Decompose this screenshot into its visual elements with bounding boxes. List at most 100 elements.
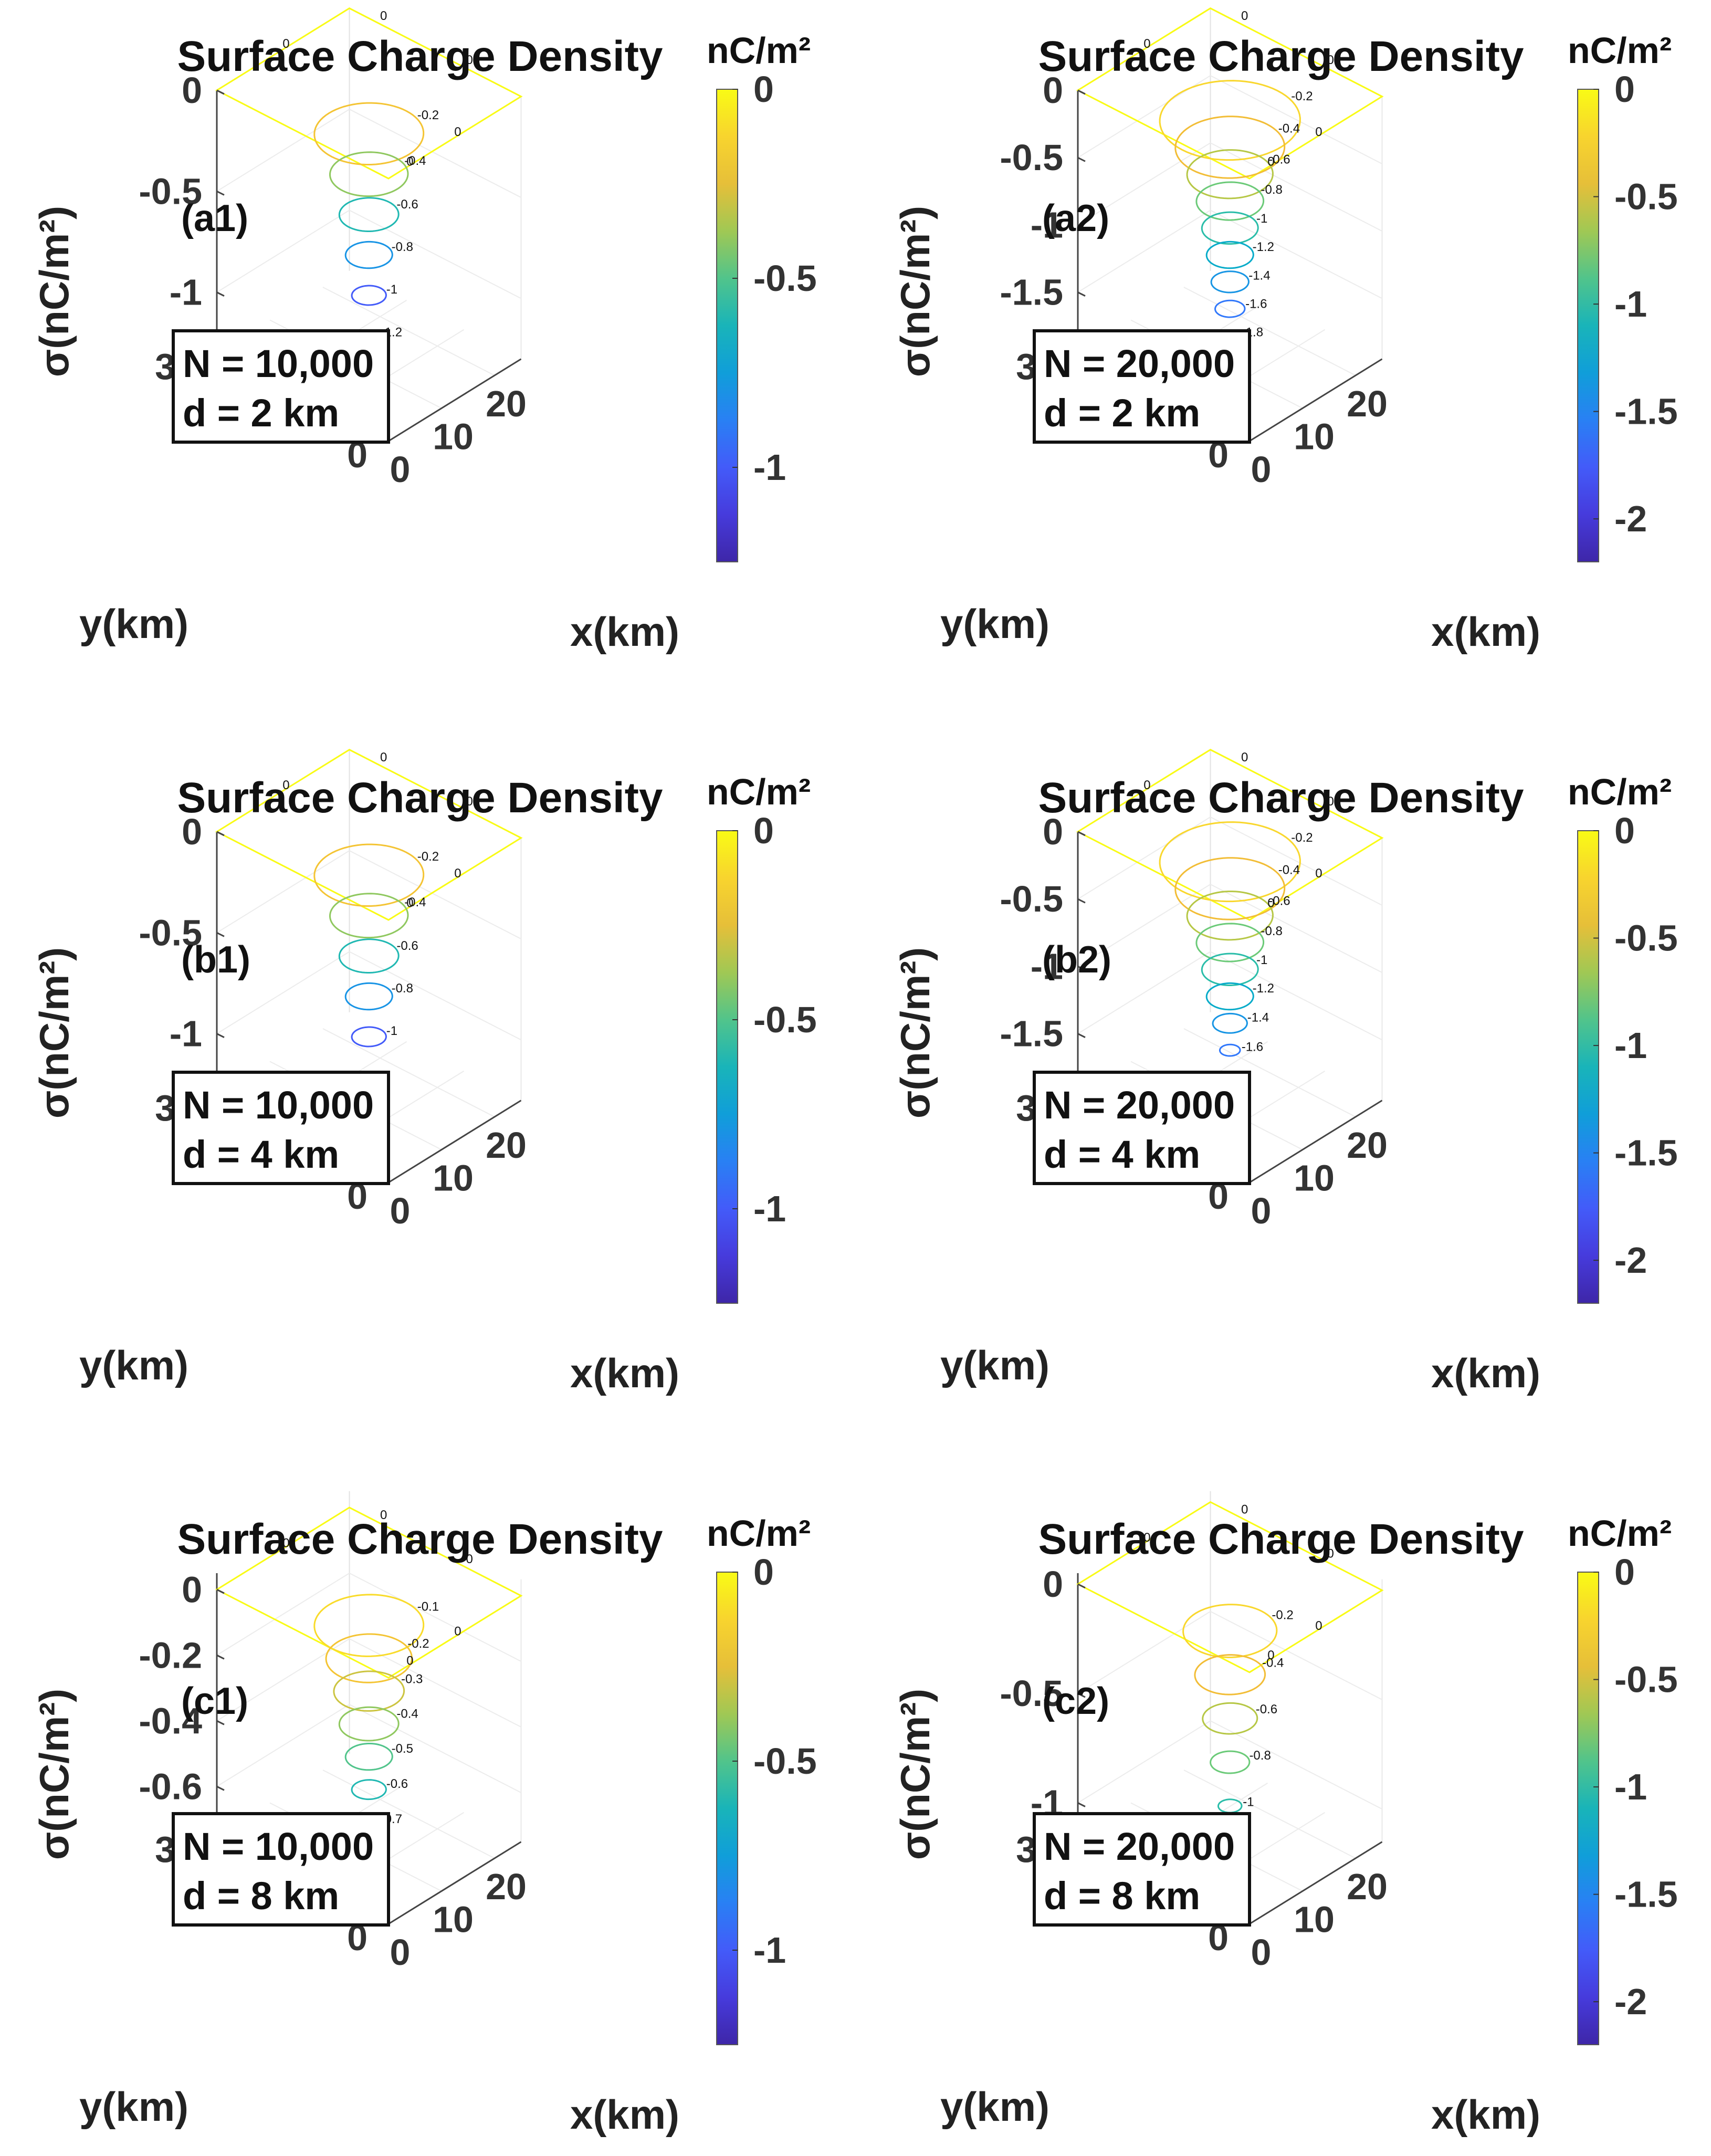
colorbar-tick-label: -1 <box>753 1930 786 1971</box>
x-axis-label: x(km) <box>1431 609 1540 655</box>
contour-ring <box>313 843 425 907</box>
contour-label: -1.2 <box>1253 981 1274 996</box>
z-tick-mark <box>1077 291 1086 297</box>
contour-label: -0.2 <box>407 1637 429 1651</box>
z-tick-mark <box>1077 224 1086 229</box>
y-axis-label: y(km) <box>940 1342 1049 1388</box>
x-tick-label: 10 <box>433 1158 474 1199</box>
z-tick-label: 0 <box>1043 1564 1063 1605</box>
contour-label-zero: 0 <box>1241 1503 1248 1517</box>
wall-grid-z <box>349 109 521 198</box>
wall-grid-z <box>1210 884 1382 974</box>
contour-ring <box>313 102 425 166</box>
z-tick-label: 0 <box>182 70 202 111</box>
z-axis-label: σ(nC/m²) <box>892 206 938 377</box>
floor-grid-x <box>322 1770 495 1859</box>
contour-label-zero: 0 <box>1267 896 1274 910</box>
colorbar-tick-label: -0.5 <box>1614 918 1678 959</box>
annotation-box <box>172 329 390 444</box>
colorbar-tick-label: -0.5 <box>753 999 817 1040</box>
floor-grid-x <box>322 287 495 376</box>
annotation-box <box>172 1812 390 1927</box>
x-tick-label: 0 <box>390 1932 411 1973</box>
x-tick-label: 10 <box>433 1899 474 1940</box>
panel-label: (b1) <box>181 939 250 981</box>
x-tick-label: 20 <box>486 1125 527 1166</box>
contour-label-zero: 0 <box>406 896 413 910</box>
colorbar-unit: nC/m² <box>707 30 811 71</box>
z-tick-mark <box>1077 1033 1086 1038</box>
panel-label: (c2) <box>1042 1680 1109 1722</box>
colorbar-unit: nC/m² <box>1568 1513 1672 1554</box>
z-tick-label: 0 <box>1043 70 1063 111</box>
x-tick-label: 20 <box>1347 383 1388 424</box>
z-tick-label: -0.5 <box>1000 878 1063 919</box>
colorbar <box>1577 1572 1599 2045</box>
colorbar-tick-label: -0.5 <box>1614 176 1678 217</box>
z-tick-mark <box>1077 156 1086 162</box>
panel-c1: -0.1-0.2-0.3-0.4-0.5-0.6-0.7000000-0.2-0… <box>31 1491 817 2138</box>
x-tick-label: 10 <box>433 416 474 457</box>
annotation-d: d = 8 km <box>183 1874 339 1918</box>
annotation-n: N = 20,000 <box>1044 1825 1235 1868</box>
colorbar-tick-label: 0 <box>1614 1552 1635 1593</box>
z-tick-label: -1 <box>1031 204 1063 245</box>
contour-label-zero: 0 <box>1143 1531 1150 1545</box>
wall-grid-z <box>1077 951 1211 1034</box>
z-tick-mark <box>1077 1802 1086 1807</box>
contour-ring <box>1212 1012 1248 1034</box>
colorbar-tick-label: 0 <box>753 69 774 110</box>
z-tick-mark <box>216 1720 225 1725</box>
z-tick-label: -0.6 <box>139 1766 202 1807</box>
contour-label-zero: 0 <box>1143 778 1150 792</box>
y-axis-label: y(km) <box>79 601 188 647</box>
x-tick-label: 0 <box>1251 449 1272 490</box>
contour-level-0 <box>1076 749 1384 921</box>
contour-label: -0.4 <box>404 154 426 168</box>
z-tick-mark <box>1077 1583 1086 1589</box>
colorbar-tick-label: 0 <box>753 810 774 851</box>
annotation-d: d = 8 km <box>1044 1874 1200 1918</box>
contour-level-0 <box>215 1506 523 1679</box>
colorbar-tick-label: -0.5 <box>753 258 817 299</box>
z-tick-label: -1 <box>170 1013 202 1054</box>
x-axis-label: x(km) <box>1431 1350 1540 1396</box>
contour-ring <box>338 197 400 233</box>
contour-label-zero: 0 <box>1267 1648 1274 1662</box>
colorbar-tick-label: -1.5 <box>1614 1874 1678 1915</box>
annotation-d: d = 2 km <box>1044 391 1200 435</box>
z-tick-mark <box>216 190 225 196</box>
contour-label: -1.6 <box>1245 297 1267 311</box>
wall-grid-z <box>1077 1611 1211 1694</box>
contour-label: -1 <box>386 282 397 297</box>
contour-ring <box>1186 149 1274 200</box>
contour-label: -0.4 <box>404 895 426 909</box>
z-tick-mark <box>1077 89 1086 95</box>
x-tick-label: 10 <box>1294 1158 1335 1199</box>
x-tick-label: 20 <box>486 383 527 424</box>
z-tick-label: -1.5 <box>1000 272 1063 313</box>
contour-label: -0.6 <box>396 197 418 212</box>
x-tick-label: 10 <box>1294 416 1335 457</box>
x-axis-line <box>388 358 522 442</box>
contour-ring <box>1201 211 1259 245</box>
panel-label: (a1) <box>181 197 248 239</box>
z-tick-label: -0.5 <box>139 912 202 953</box>
wall-grid-z <box>1210 75 1382 164</box>
chart-title: Surface Charge Density <box>177 33 663 80</box>
colorbar-tick-label: 0 <box>1614 69 1635 110</box>
z-axis-label: σ(nC/m²) <box>892 1689 938 1860</box>
contour-label-zero: 0 <box>1315 866 1322 881</box>
panel-label: (c1) <box>181 1680 248 1722</box>
z-tick-mark <box>216 1033 225 1038</box>
x-axis-line <box>1249 1841 1383 1925</box>
x-axis-label: x(km) <box>570 609 679 655</box>
chart-title: Surface Charge Density <box>177 774 663 822</box>
contour-label: -0.6 <box>396 939 418 953</box>
colorbar-tick-label: -1 <box>753 447 786 488</box>
annotation-box <box>1033 329 1251 444</box>
panel-label: (a2) <box>1042 197 1109 239</box>
wall-grid-z <box>1210 1720 1382 1810</box>
contour-ring <box>1217 1798 1243 1814</box>
